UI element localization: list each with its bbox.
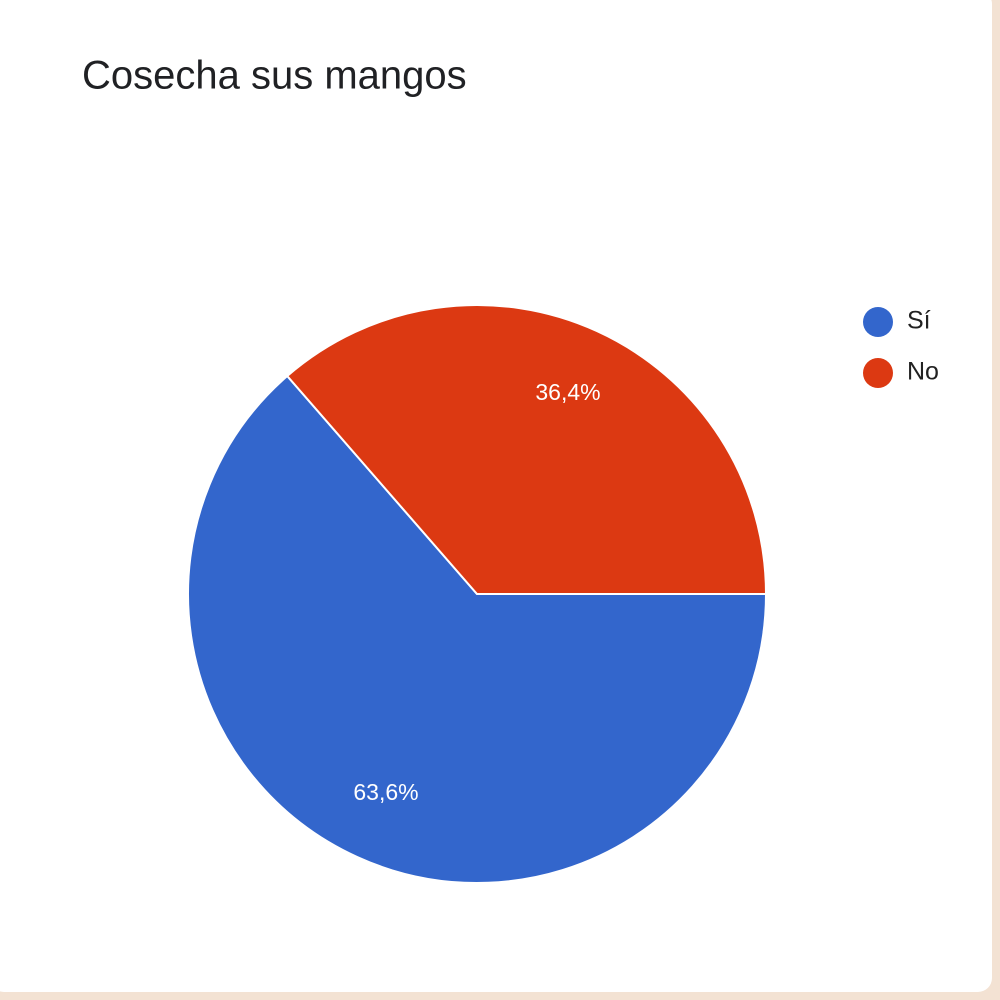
legend-swatch [863,307,893,337]
slice-label: 36,4% [535,379,600,405]
legend-label: No [907,358,939,386]
legend-swatch [863,358,893,388]
pie-slice [187,374,768,884]
slice-label: 63,6% [353,779,418,805]
legend-label: Sí [907,307,931,335]
pie-slice [285,304,768,595]
chart-title: Cosecha sus mangos [82,54,467,98]
